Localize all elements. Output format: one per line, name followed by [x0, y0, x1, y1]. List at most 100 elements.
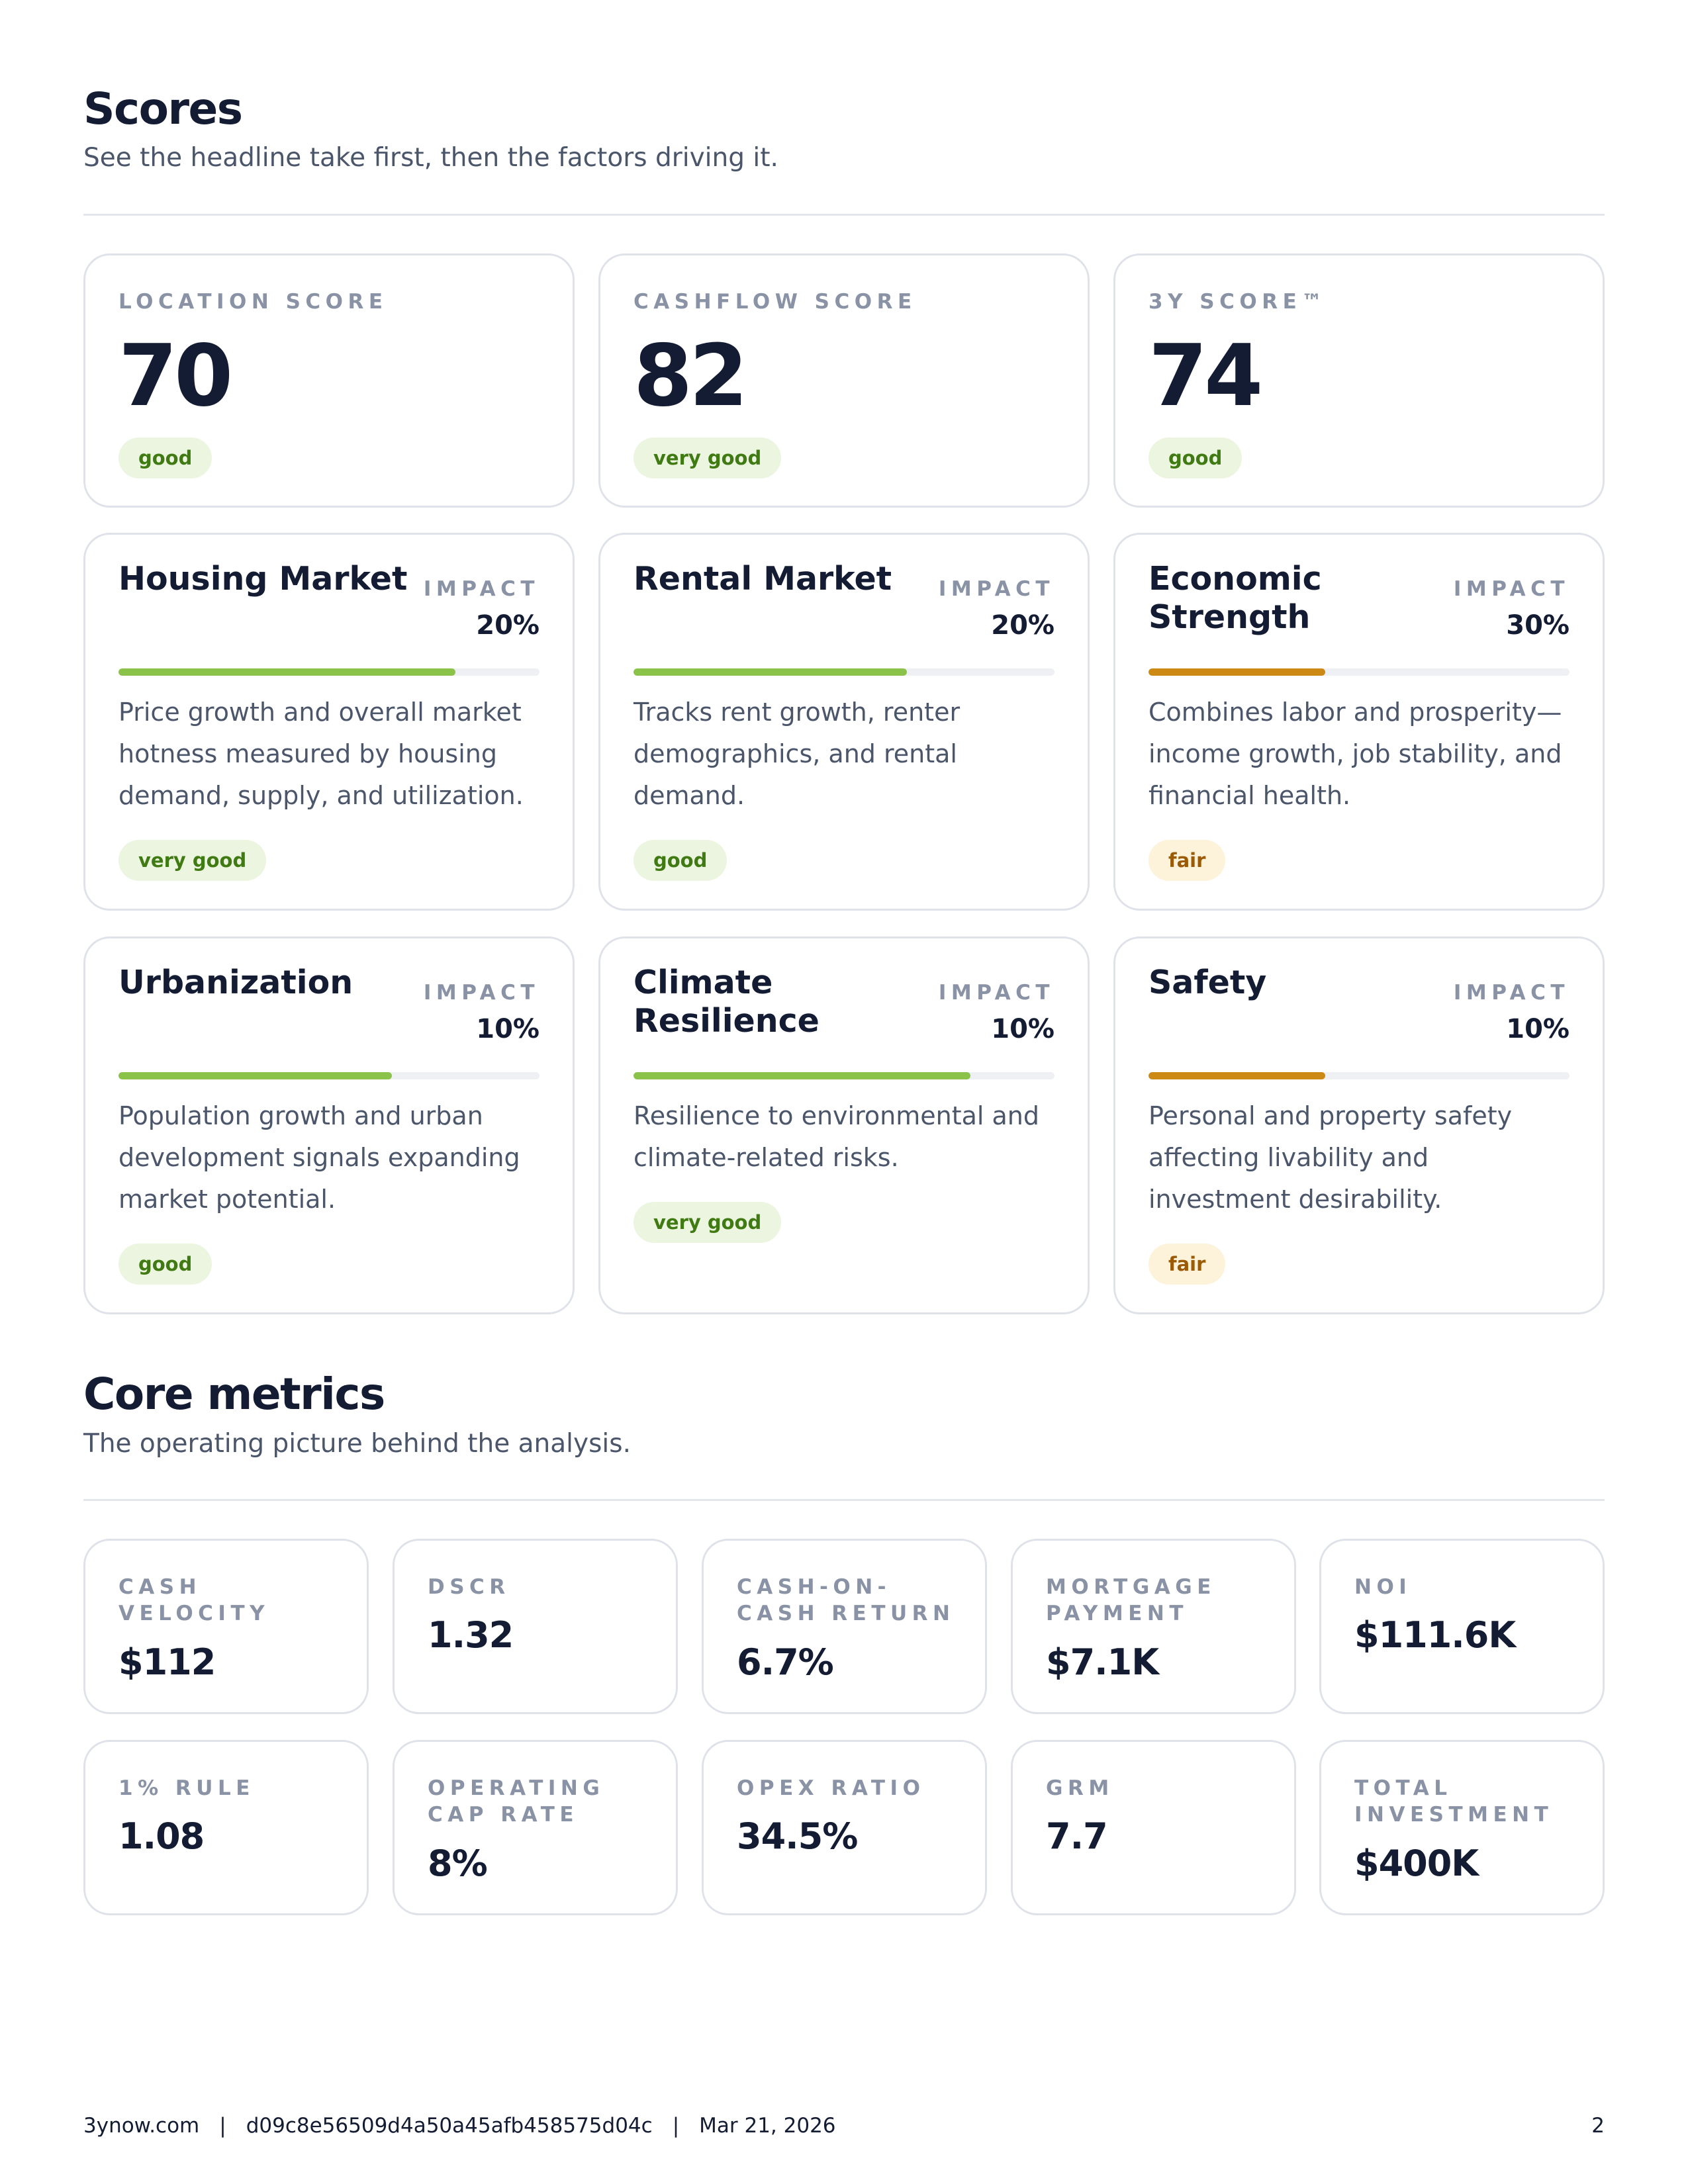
metric-value: 1.32	[428, 1614, 514, 1656]
impact-label: IMPACT	[423, 981, 539, 1005]
impact-value: 10%	[991, 1014, 1055, 1044]
metric-card-cash-on-cash-return: CASH-ON-CASH RETURN 6.7%	[702, 1539, 987, 1714]
impact-label: IMPACT	[423, 577, 539, 601]
core-metrics-subtitle: The operating picture behind the analysi…	[83, 1429, 631, 1459]
footer-date: Mar 21, 2026	[699, 2114, 836, 2138]
impact-value: 10%	[1506, 1014, 1570, 1044]
rating-badge: very good	[633, 1202, 782, 1243]
score-label: LOCATION SCORE	[118, 290, 388, 314]
metric-value: 7.7	[1046, 1815, 1108, 1857]
page-footer: 3ynow.com | d09c8e56509d4a50a45afb458575d0…	[83, 2113, 1605, 2139]
impact-label: IMPACT	[938, 981, 1055, 1005]
factor-bar-fill	[633, 668, 908, 676]
score-label: 3Y SCORE™	[1149, 290, 1327, 314]
rating-badge: good	[118, 1244, 212, 1285]
metric-value: $111.6K	[1354, 1614, 1516, 1656]
metric-card-cash-velocity: CASH VELOCITY $112	[83, 1539, 369, 1714]
factor-bar	[1149, 668, 1570, 676]
metric-card-opex-ratio: OPEX RATIO 34.5%	[702, 1740, 987, 1915]
score-card-location: LOCATION SCORE 70 good	[83, 253, 575, 508]
core-metrics-divider	[83, 1499, 1605, 1501]
factor-card-economic-strength: Economic Strength IMPACT 30% Combines la…	[1113, 533, 1605, 911]
score-card-cashflow: CASHFLOW SCORE 82 very good	[598, 253, 1090, 508]
factor-bar-fill	[1149, 1072, 1326, 1079]
score-value: 70	[118, 327, 233, 426]
factor-title: Safety	[1149, 964, 1267, 1001]
metric-value: 1.08	[118, 1815, 205, 1857]
core-metrics-title: Core metrics	[83, 1369, 385, 1420]
metric-card-operating-cap-rate: OPERATING CAP RATE 8%	[393, 1740, 678, 1915]
factor-title: Rental Market	[633, 560, 892, 598]
factor-description: Population growth and urban development …	[118, 1101, 520, 1214]
metric-value: 8%	[428, 1843, 488, 1884]
impact-label: IMPACT	[938, 577, 1055, 601]
factor-bar	[118, 668, 539, 676]
metric-label: OPERATING CAP RATE	[428, 1776, 605, 1827]
factor-bar-fill	[118, 1072, 393, 1079]
footer-separator: |	[672, 2114, 680, 2138]
factor-card-climate-resilience: Climate Resilience IMPACT 10% Resilience…	[598, 936, 1090, 1314]
factor-card-urbanization: Urbanization IMPACT 10% Population growt…	[83, 936, 575, 1314]
impact-value: 20%	[991, 610, 1055, 641]
metric-card-noi: NOI $111.6K	[1319, 1539, 1605, 1714]
factor-bar-fill	[633, 1072, 970, 1079]
metric-label: 1% RULE	[118, 1776, 255, 1800]
impact-value: 10%	[476, 1014, 539, 1044]
metric-label: CASH VELOCITY	[118, 1575, 270, 1625]
metric-value: 6.7%	[737, 1641, 834, 1683]
metric-value: $400K	[1354, 1843, 1479, 1884]
metric-label: DSCR	[428, 1575, 510, 1599]
factor-description: Tracks rent growth, renter demographics,…	[633, 698, 961, 810]
metric-card-total-investment: TOTAL INVESTMENT $400K	[1319, 1740, 1605, 1915]
factor-title: Urbanization	[118, 964, 353, 1001]
metric-card-dscr: DSCR 1.32	[393, 1539, 678, 1714]
footer-separator: |	[219, 2114, 226, 2138]
factor-card-rental-market: Rental Market IMPACT 20% Tracks rent gro…	[598, 533, 1090, 911]
factor-description: Price growth and overall market hotness …	[118, 698, 524, 810]
rating-badge: good	[118, 437, 212, 478]
metric-card-grm: GRM 7.7	[1011, 1740, 1296, 1915]
factor-bar	[1149, 1072, 1570, 1079]
score-label: CASHFLOW SCORE	[633, 290, 917, 314]
metric-card-mortgage-payment: MORTGAGE PAYMENT $7.1K	[1011, 1539, 1296, 1714]
score-card-3y: 3Y SCORE™ 74 good	[1113, 253, 1605, 508]
rating-badge: fair	[1149, 1244, 1226, 1285]
impact-value: 20%	[476, 610, 539, 641]
metric-label: TOTAL INVESTMENT	[1354, 1776, 1554, 1827]
page-number: 2	[1591, 2114, 1605, 2138]
impact-value: 30%	[1506, 610, 1570, 641]
score-value: 82	[633, 327, 748, 426]
factor-description: Personal and property safety affecting l…	[1149, 1101, 1513, 1214]
factor-bar-fill	[1149, 668, 1326, 676]
rating-badge: very good	[633, 437, 782, 478]
scores-divider	[83, 214, 1605, 216]
factor-card-housing-market: Housing Market IMPACT 20% Price growth a…	[83, 533, 575, 911]
rating-badge: good	[633, 840, 727, 881]
impact-label: IMPACT	[1453, 981, 1570, 1005]
metric-value: $112	[118, 1641, 216, 1683]
metric-label: CASH-ON-CASH RETURN	[737, 1575, 955, 1625]
scores-title: Scores	[83, 83, 243, 134]
factor-bar	[633, 1072, 1055, 1079]
metric-label: GRM	[1046, 1776, 1114, 1800]
rating-badge: good	[1149, 437, 1243, 478]
metric-label: NOI	[1354, 1575, 1412, 1599]
metric-label: MORTGAGE PAYMENT	[1046, 1575, 1216, 1625]
factor-title: Economic Strength	[1149, 560, 1322, 636]
factor-title: Housing Market	[118, 560, 408, 598]
factor-bar	[633, 668, 1055, 676]
metric-label: OPEX RATIO	[737, 1776, 925, 1800]
factor-description: Combines labor and prosperity—income gro…	[1149, 698, 1562, 810]
footer-report-id: d09c8e56509d4a50a45afb458575d04c	[246, 2114, 653, 2138]
factor-title: Climate Resilience	[633, 964, 820, 1040]
metric-card-1-percent-rule: 1% RULE 1.08	[83, 1740, 369, 1915]
scores-subtitle: See the headline take first, then the fa…	[83, 143, 778, 173]
score-value: 74	[1149, 327, 1263, 426]
factor-card-safety: Safety IMPACT 10% Personal and property …	[1113, 936, 1605, 1314]
metric-value: 34.5%	[737, 1815, 858, 1857]
factor-bar-fill	[118, 668, 455, 676]
metric-value: $7.1K	[1046, 1641, 1159, 1683]
factor-description: Resilience to environmental and climate-…	[633, 1101, 1040, 1172]
rating-badge: very good	[118, 840, 267, 881]
footer-site: 3ynow.com	[83, 2114, 200, 2138]
